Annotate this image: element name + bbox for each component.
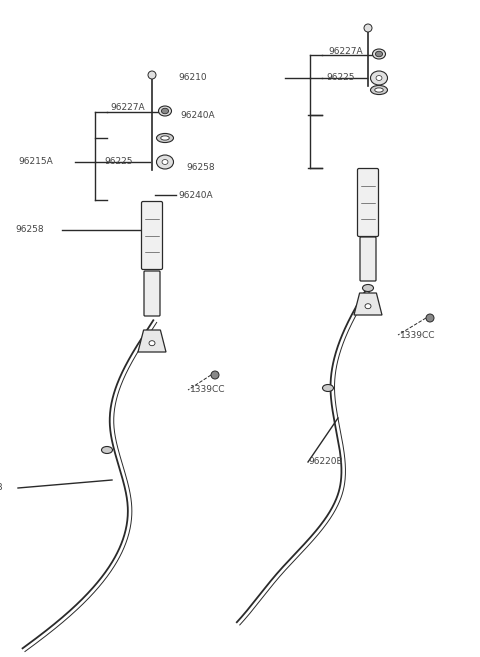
FancyBboxPatch shape <box>142 202 163 269</box>
FancyBboxPatch shape <box>144 271 160 316</box>
Text: 96225: 96225 <box>104 158 132 166</box>
Ellipse shape <box>365 304 371 309</box>
Polygon shape <box>138 330 166 352</box>
Text: 96220B: 96220B <box>308 457 343 466</box>
Ellipse shape <box>161 108 168 114</box>
Polygon shape <box>354 293 382 315</box>
Ellipse shape <box>323 384 334 392</box>
Ellipse shape <box>156 155 173 169</box>
Ellipse shape <box>371 85 387 95</box>
Text: 96227A: 96227A <box>328 47 362 57</box>
Text: 96258: 96258 <box>186 164 215 173</box>
Ellipse shape <box>362 284 373 292</box>
Ellipse shape <box>372 49 385 59</box>
Ellipse shape <box>162 160 168 164</box>
Text: 96210: 96210 <box>179 74 207 83</box>
Text: 96240A: 96240A <box>178 191 213 200</box>
Ellipse shape <box>161 136 169 140</box>
FancyBboxPatch shape <box>358 168 379 237</box>
Ellipse shape <box>371 71 387 85</box>
Text: 1339CC: 1339CC <box>400 330 435 340</box>
Ellipse shape <box>375 88 383 92</box>
Ellipse shape <box>376 76 382 80</box>
Ellipse shape <box>101 447 112 453</box>
Ellipse shape <box>149 341 155 346</box>
Text: 96227A: 96227A <box>110 104 144 112</box>
Text: 1339CC: 1339CC <box>190 386 226 394</box>
FancyBboxPatch shape <box>360 237 376 281</box>
Ellipse shape <box>211 371 219 379</box>
Ellipse shape <box>158 106 171 116</box>
Text: 96215A: 96215A <box>18 158 53 166</box>
Text: 96240A: 96240A <box>180 110 215 120</box>
Ellipse shape <box>156 133 173 143</box>
Ellipse shape <box>426 314 434 322</box>
Ellipse shape <box>375 51 383 57</box>
Text: 96258: 96258 <box>15 225 44 235</box>
Ellipse shape <box>364 24 372 32</box>
Text: 96225: 96225 <box>326 74 355 83</box>
Text: 96220B: 96220B <box>0 484 3 493</box>
Ellipse shape <box>148 71 156 79</box>
